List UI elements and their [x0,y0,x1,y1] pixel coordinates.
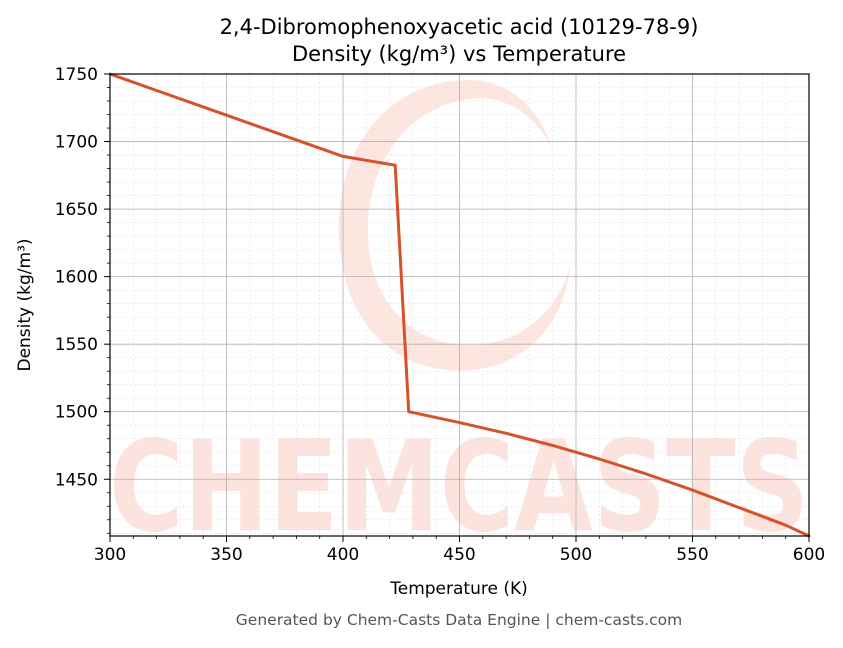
y-tick-label: 1650 [55,200,98,220]
x-tick-label: 600 [793,545,825,565]
y-tick-label: 1700 [55,133,98,153]
x-axis-label: Temperature (K) [389,579,528,599]
x-tick-label: 300 [94,545,126,565]
y-tick-label: 1550 [55,335,98,355]
chemcasts-watermark: CHEMCASTS [109,80,809,560]
watermark-swirl [338,80,570,371]
x-tick-label: 400 [327,545,359,565]
y-tick-label: 1500 [55,403,98,423]
y-axis-label: Density (kg/m³) [15,238,35,371]
density-series-line [108,72,811,538]
chart-subtitle: Density (kg/m³) vs Temperature [292,42,626,66]
x-tick-label: 350 [210,545,242,565]
x-axis-ticks: 300 350 400 450 500 550 600 [94,536,825,565]
x-tick-label: 500 [560,545,592,565]
y-tick-label: 1450 [55,470,98,490]
x-tick-label: 550 [676,545,708,565]
footer-credit: Generated by Chem-Casts Data Engine | ch… [236,611,682,629]
y-tick-label: 1600 [55,268,98,288]
x-tick-label: 450 [443,545,475,565]
series-lines [108,72,811,538]
y-axis-ticks: 1450 1500 1550 1600 1650 1700 1750 [55,65,110,534]
y-tick-label: 1750 [55,65,98,85]
chart-title: 2,4-Dibromophenoxyacetic acid (10129-78-… [220,15,699,39]
